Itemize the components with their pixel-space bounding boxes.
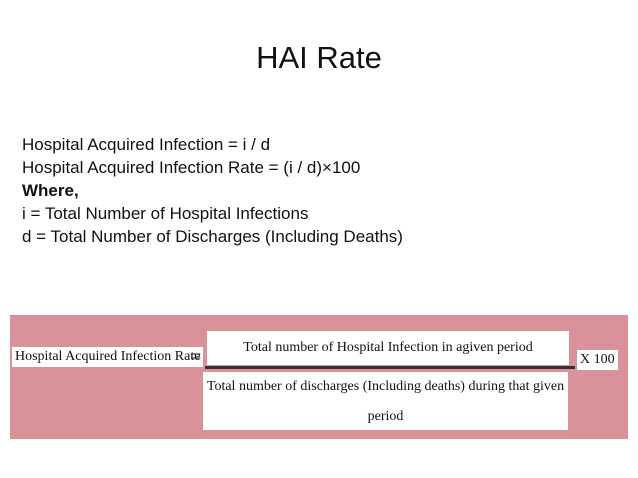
equals-sign: = (190, 346, 202, 368)
formula-label: Hospital Acquired Infection Rate (12, 347, 204, 367)
formula-image: Hospital Acquired Infection Rate = Total… (10, 315, 628, 439)
numerator: Total number of Hospital Infection in ag… (207, 331, 569, 365)
text-line: Hospital Acquired Infection Rate = (i / … (22, 158, 361, 177)
denominator: Total number of discharges (Including de… (203, 372, 568, 430)
text-line: Where, (22, 181, 79, 200)
multiplier: X 100 (577, 350, 618, 370)
text-line: i = Total Number of Hospital Infections (22, 204, 309, 223)
text-line: Hospital Acquired Infection = i / d (22, 135, 271, 154)
slide-title: HAI Rate (256, 40, 382, 75)
text-line: d = Total Number of Discharges (Includin… (22, 227, 403, 246)
fraction-bar (205, 366, 575, 369)
body-text: Hospital Acquired Infection = i / d Hospi… (22, 133, 403, 248)
